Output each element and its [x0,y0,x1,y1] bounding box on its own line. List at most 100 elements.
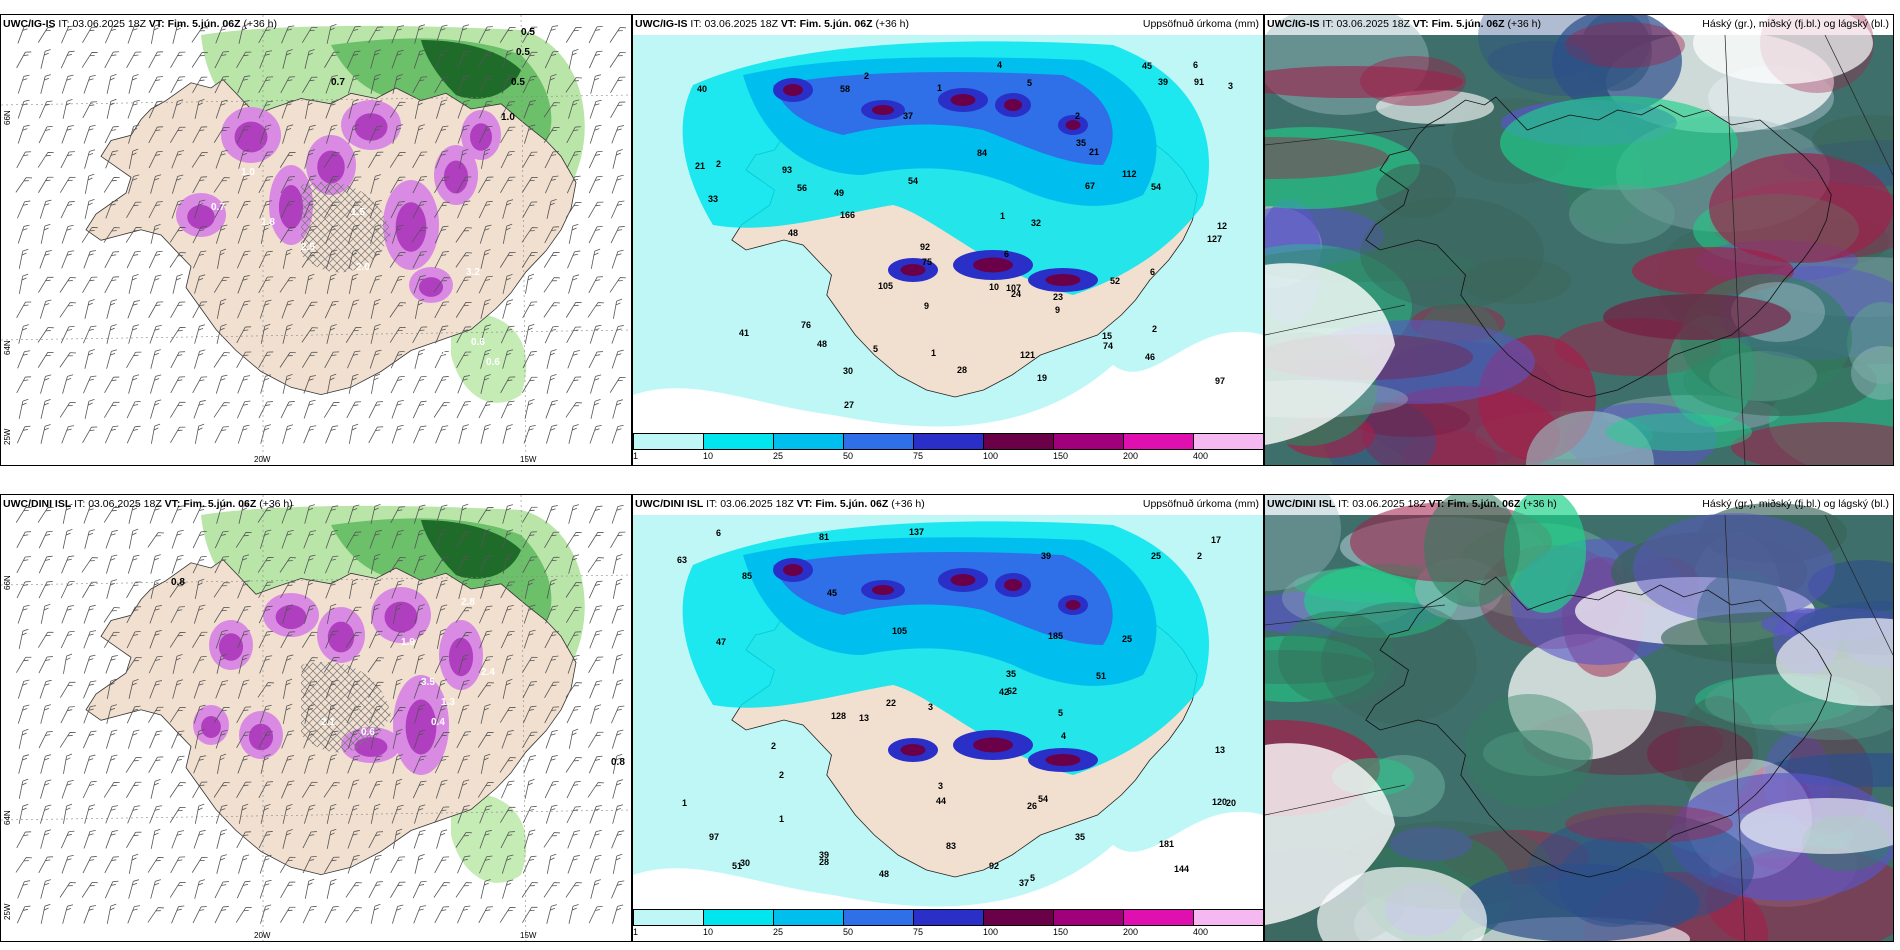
wind-barb [38,555,53,574]
wind-barb [370,224,382,244]
precip-value-label: 120 [1212,797,1227,807]
wind-barb [348,373,359,394]
wind-barb [544,50,559,69]
wind-barb [193,704,206,724]
precip-value-label: 30 [843,366,853,376]
wind-barb [194,349,206,369]
wind-barb [215,629,228,649]
panel-units: Uppsöfnuð úrkoma (mm) [1142,498,1259,510]
precip-value-label: 32 [1031,218,1041,228]
wind-barb [37,26,54,43]
wind-barb [610,226,625,244]
wind-barb [15,857,32,873]
wind-barb [369,854,382,874]
wind-barb [545,25,559,44]
wind-barb [587,531,604,548]
wind-barb [83,124,96,144]
wind-barb [502,349,514,369]
wind-barb [545,505,558,524]
wind-barb [479,555,492,574]
wind-barb [522,376,538,393]
wind-barb [148,301,164,319]
wind-barb [326,273,337,294]
cloud-layer [1265,137,1389,179]
wind-barb [521,227,538,243]
colorbar-swatch [633,909,704,926]
wind-barb [326,803,337,824]
wind-barb [456,176,472,194]
wind-barb [324,201,340,218]
wind-barb [258,731,273,749]
wind-barb [590,374,602,394]
wind-barb [302,831,317,849]
precip-100mm [1004,99,1022,111]
precip-100mm [872,105,894,115]
wind-barb [544,706,560,724]
wind-barb [524,778,535,799]
wind-barb [216,654,227,674]
wind-barb [543,832,560,848]
wind-barb [61,125,74,144]
wind-barb [170,126,186,143]
wind-barb [38,530,53,549]
wind-barb [82,426,98,444]
wind-barb [524,124,536,144]
wind-barb [128,148,139,169]
wind-barb [39,299,52,319]
wind-barb [391,530,404,549]
wind-barb [60,681,76,698]
wind-barb [258,250,273,269]
precip-value-label: 4 [997,60,1002,70]
wind-barb [370,728,381,749]
wind-barb [610,101,626,119]
wind-barb [17,25,30,44]
wind-barb [455,227,472,243]
wind-barb [193,199,206,219]
wind-barb [37,507,54,523]
wind-barb [238,654,249,674]
precip-value-label: 28 [957,365,967,375]
wind-barb [84,529,95,549]
wind-barb [280,200,295,219]
wind-barb [237,224,250,244]
gust-value-label: 0.5 [591,167,605,178]
wind-barb [611,424,624,444]
wind-barb [238,854,250,874]
precip-100mm [950,94,976,106]
wind-barb [17,200,31,219]
precip-blob-core [218,633,244,661]
wind-barb [522,75,537,94]
wind-barb [301,657,318,673]
wind-barb [544,151,559,169]
gust-value-label: 0.5 [516,47,530,58]
wind-barb [412,400,427,419]
wind-barb [192,226,207,244]
wind-barb [104,880,119,899]
wind-barb [391,400,404,419]
wind-barb [347,350,361,369]
wind-barb [18,628,29,649]
gust-zone-dark [421,40,521,99]
wind-barb [106,299,117,319]
precip-value-label: 33 [708,194,718,204]
wind-barb [522,151,538,168]
wind-barb [191,27,208,43]
wind-barb [60,325,75,344]
wind-barb [565,27,582,43]
wind-barb [392,828,403,849]
wind-barb [150,554,161,574]
wind-barb [281,529,294,549]
wind-barb [40,74,51,94]
wind-barb [413,755,427,774]
wind-barb [392,778,403,799]
wind-barb [412,176,427,194]
wind-barb [236,731,252,749]
wind-barb [126,51,142,69]
wind-barb [302,225,317,244]
wind-barb [478,906,494,924]
wind-barb [40,779,52,799]
wind-barb [588,731,604,748]
wind-barb [391,49,404,69]
wind-barb [435,125,449,144]
wind-barb [18,754,30,774]
